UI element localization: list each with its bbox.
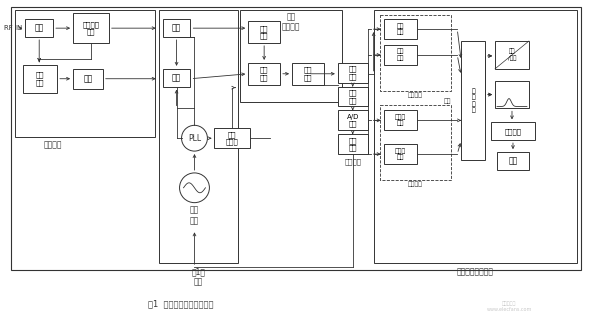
Bar (497, 152, 529, 170)
Text: A/D
变换: A/D 变换 (346, 113, 359, 127)
Text: 对数检波: 对数检波 (408, 93, 423, 98)
Bar (384, 19, 417, 39)
Bar (11, 7, 581, 270)
Text: 射频前端: 射频前端 (44, 140, 62, 149)
Text: PLL: PLL (188, 134, 201, 143)
Bar (215, 128, 250, 148)
Text: 最小
峰值: 最小 峰值 (397, 49, 404, 61)
Text: 多级
中频处理: 多级 中频处理 (282, 12, 300, 32)
Bar (384, 45, 417, 65)
Bar (338, 111, 368, 130)
Circle shape (180, 173, 209, 203)
Bar (384, 111, 417, 130)
Text: 混频: 混频 (172, 24, 181, 32)
Bar (380, 105, 451, 180)
Bar (495, 41, 529, 69)
Text: 中频
放大: 中频 放大 (260, 67, 269, 81)
Text: 视频
检波: 视频 检波 (349, 137, 357, 151)
Text: 电子发烧友
www.elecfans.com: 电子发烧友 www.elecfans.com (486, 301, 532, 312)
Bar (73, 69, 103, 89)
Bar (73, 13, 109, 43)
Text: 中频
放大: 中频 放大 (260, 25, 269, 39)
Bar (338, 134, 368, 154)
Bar (159, 10, 238, 263)
Bar (384, 144, 417, 164)
Bar (461, 41, 485, 160)
Text: 预选
输入: 预选 输入 (36, 72, 44, 86)
Bar (23, 65, 57, 93)
Bar (15, 10, 155, 137)
Text: 线性
/对数: 线性 /对数 (508, 49, 516, 61)
Text: RF IN: RF IN (4, 25, 23, 31)
Text: 线性检波: 线性检波 (408, 182, 423, 188)
Text: 可调带通
滤波: 可调带通 滤波 (82, 21, 100, 35)
Bar (248, 63, 280, 85)
Text: 最大
峰值: 最大 峰值 (397, 23, 404, 35)
Text: 衰减: 衰减 (34, 24, 44, 32)
Text: 扫频
发生器: 扫频 发生器 (226, 131, 238, 145)
Text: 混频: 混频 (172, 73, 181, 82)
Text: 参考
时基: 参考 时基 (190, 206, 199, 225)
Text: 包络
检波: 包络 检波 (349, 89, 357, 104)
Bar (162, 69, 190, 87)
Bar (495, 81, 529, 109)
Text: 检波器和踪迹输出: 检波器和踪迹输出 (457, 267, 493, 276)
Bar (240, 10, 342, 101)
Text: 滤波: 滤波 (84, 74, 93, 83)
Bar (338, 63, 368, 83)
Bar (338, 87, 368, 107)
Bar (292, 63, 324, 85)
Text: 中频
滤波: 中频 滤波 (304, 67, 312, 81)
Text: 平均值
检波: 平均值 检波 (395, 148, 406, 160)
Text: 显示: 显示 (508, 157, 518, 165)
Bar (162, 19, 190, 37)
Circle shape (181, 125, 208, 151)
Text: 图1  外差式频谱分析仪组成: 图1 外差式频谱分析仪组成 (148, 299, 213, 308)
Text: 取样: 取样 (444, 98, 451, 103)
Bar (374, 10, 576, 263)
Bar (25, 19, 53, 37)
Bar (380, 15, 451, 91)
Text: 踪迹估计: 踪迹估计 (505, 128, 521, 135)
Text: 有效值
检波: 有效值 检波 (395, 114, 406, 126)
Text: 检
波
选
择: 检 波 选 择 (471, 88, 475, 113)
Bar (491, 122, 535, 140)
Bar (248, 21, 280, 43)
Text: 对数
放大: 对数 放大 (349, 66, 357, 80)
Text: 视频处理: 视频处理 (344, 158, 361, 165)
Text: 第1级
混频: 第1级 混频 (192, 267, 205, 287)
